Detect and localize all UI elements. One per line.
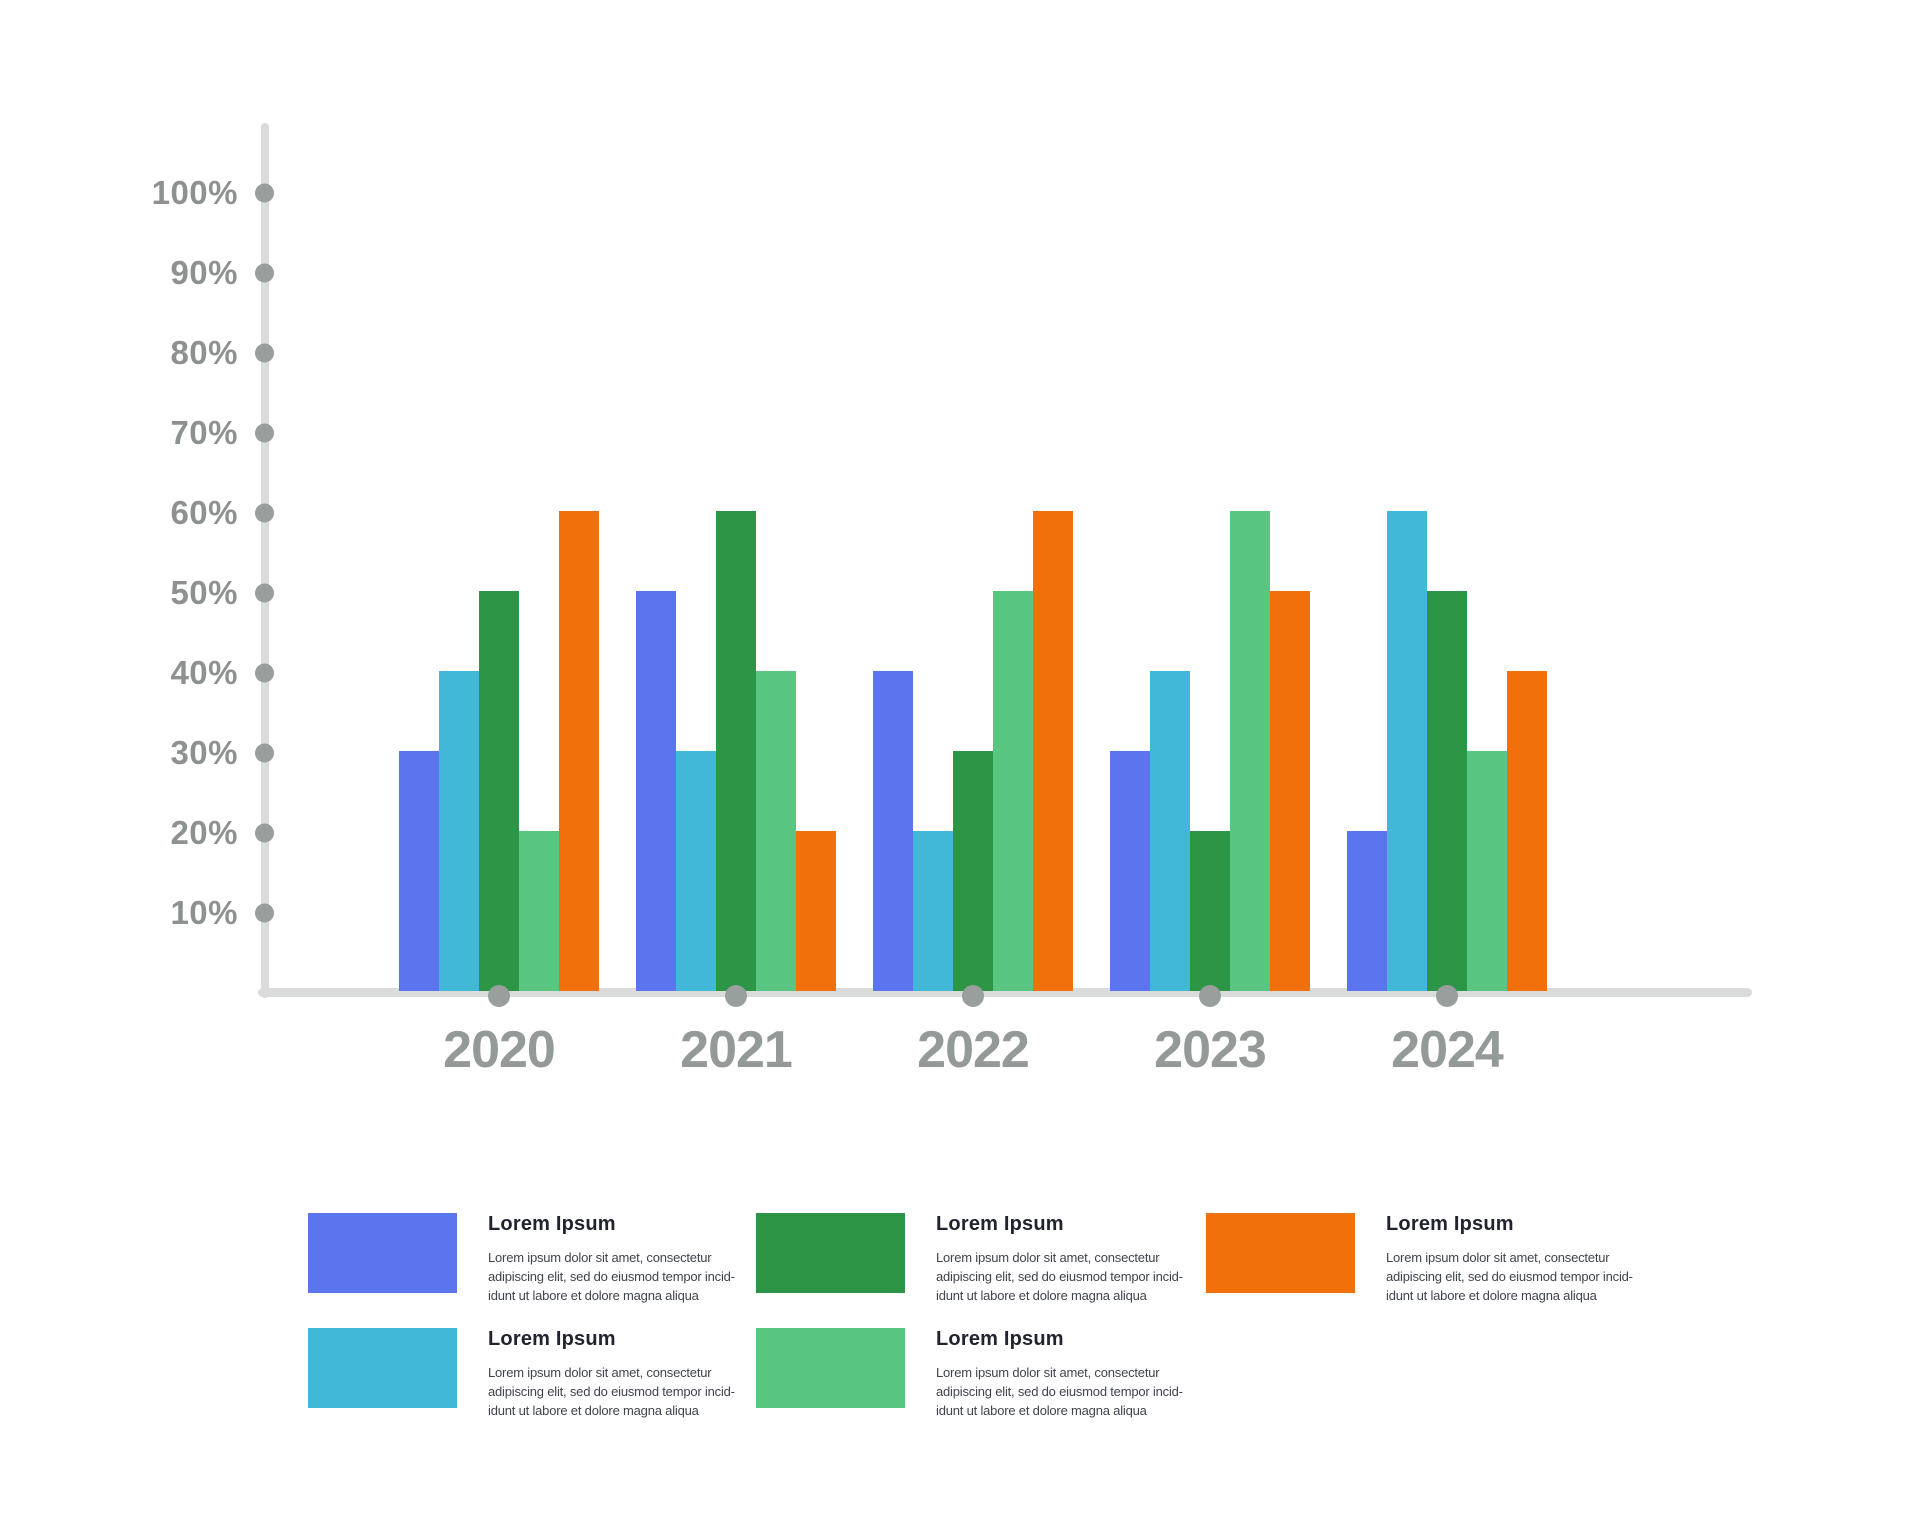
y-tick-label: 30% <box>170 734 238 771</box>
legend-description-line: adipiscing elit, sed do eiusmod tempor i… <box>488 1384 735 1399</box>
bar-2022-dark-green <box>953 751 993 991</box>
bar-2020-cyan <box>439 671 479 991</box>
y-tick-label: 10% <box>170 894 238 931</box>
legend-description-line: adipiscing elit, sed do eiusmod tempor i… <box>936 1269 1183 1284</box>
legend-description-line: Lorem ipsum dolor sit amet, consectetur <box>488 1250 712 1265</box>
y-tick-dot <box>255 183 274 203</box>
bar-2020-blue <box>399 751 439 991</box>
y-tick-label: 70% <box>170 414 238 451</box>
legend-text: Lorem Ipsum Lorem ipsum dolor sit amet, c… <box>936 1328 1186 1420</box>
y-tick-label: 40% <box>170 654 238 691</box>
y-tick-label: 20% <box>170 814 238 851</box>
legend-swatch-light-green <box>756 1328 905 1408</box>
legend-text: Lorem Ipsum Lorem ipsum dolor sit amet, c… <box>488 1328 738 1420</box>
y-tick-label: 100% <box>151 174 238 211</box>
y-tick-dot <box>255 903 274 923</box>
x-axis-label-2023: 2023 <box>1154 1021 1267 1079</box>
legend-description-line: adipiscing elit, sed do eiusmod tempor i… <box>936 1384 1183 1399</box>
bar-2022-blue <box>873 671 913 991</box>
x-axis-label-2020: 2020 <box>443 1021 556 1079</box>
legend-description-line: idunt ut labore et dolore magna aliqua <box>1386 1288 1597 1303</box>
bar-2021-blue <box>636 591 676 991</box>
legend-swatch-orange <box>1206 1213 1355 1293</box>
legend-title: Lorem Ipsum <box>488 1328 616 1350</box>
bar-2024-blue <box>1347 831 1387 991</box>
y-tick-dot <box>255 343 274 363</box>
y-tick-label: 90% <box>170 254 238 291</box>
legend-description-line: idunt ut labore et dolore magna aliqua <box>488 1403 699 1418</box>
legend-description-line: Lorem ipsum dolor sit amet, consectetur <box>936 1365 1160 1380</box>
legend-swatch-cyan <box>308 1328 457 1408</box>
bar-2024-dark-green <box>1427 591 1467 991</box>
bar-2021-orange <box>796 831 836 991</box>
y-tick-dot <box>255 503 274 523</box>
y-tick-label: 60% <box>170 494 238 531</box>
y-tick-dot <box>255 583 274 603</box>
y-axis-line <box>261 123 269 998</box>
legend-description-line: Lorem ipsum dolor sit amet, consectetur <box>1386 1250 1610 1265</box>
x-tick-dot <box>1199 985 1221 1007</box>
bar-2024-light-green <box>1467 751 1507 991</box>
y-tick-dot <box>255 663 274 683</box>
bar-2020-orange <box>559 511 599 991</box>
legend-text: Lorem Ipsum Lorem ipsum dolor sit amet, c… <box>936 1213 1186 1305</box>
x-axis-label-2024: 2024 <box>1391 1021 1504 1079</box>
bar-2023-cyan <box>1150 671 1190 991</box>
legend-swatch-dark-green <box>756 1213 905 1293</box>
bar-2022-cyan <box>913 831 953 991</box>
bar-2024-cyan <box>1387 511 1427 991</box>
y-tick-dot <box>255 423 274 443</box>
y-tick-label: 50% <box>170 574 238 611</box>
legend-description-line: idunt ut labore et dolore magna aliqua <box>936 1403 1147 1418</box>
legend-title: Lorem Ipsum <box>1386 1213 1514 1235</box>
legend-text: Lorem Ipsum Lorem ipsum dolor sit amet, c… <box>1386 1213 1636 1305</box>
legend-description-line: Lorem ipsum dolor sit amet, consectetur <box>936 1250 1160 1265</box>
bar-2023-light-green <box>1230 511 1270 991</box>
y-tick-label: 80% <box>170 334 238 371</box>
x-tick-dot <box>962 985 984 1007</box>
legend-text: Lorem Ipsum Lorem ipsum dolor sit amet, c… <box>488 1213 738 1305</box>
bar-2020-light-green <box>519 831 559 991</box>
bar-2020-dark-green <box>479 591 519 991</box>
y-tick-dot <box>255 823 274 843</box>
legend-title: Lorem Ipsum <box>488 1213 616 1235</box>
bar-2021-light-green <box>756 671 796 991</box>
bar-2023-blue <box>1110 751 1150 991</box>
x-tick-dot <box>488 985 510 1007</box>
bar-2022-orange <box>1033 511 1073 991</box>
legend-description-line: idunt ut labore et dolore magna aliqua <box>488 1288 699 1303</box>
bar-2024-orange <box>1507 671 1547 991</box>
bar-2023-orange <box>1270 591 1310 991</box>
x-axis-label-2022: 2022 <box>917 1021 1030 1079</box>
legend-description-line: idunt ut labore et dolore magna aliqua <box>936 1288 1147 1303</box>
x-axis-label-2021: 2021 <box>680 1021 793 1079</box>
legend-swatch-blue <box>308 1213 457 1293</box>
legend-description-line: adipiscing elit, sed do eiusmod tempor i… <box>1386 1269 1633 1284</box>
bar-2021-cyan <box>676 751 716 991</box>
bar-2021-dark-green <box>716 511 756 991</box>
x-tick-dot <box>1436 985 1458 1007</box>
legend-title: Lorem Ipsum <box>936 1213 1064 1235</box>
bar-2023-dark-green <box>1190 831 1230 991</box>
x-axis-line <box>258 988 1752 997</box>
legend-description-line: Lorem ipsum dolor sit amet, consectetur <box>488 1365 712 1380</box>
y-tick-dot <box>255 743 274 763</box>
legend-description-line: adipiscing elit, sed do eiusmod tempor i… <box>488 1269 735 1284</box>
legend-title: Lorem Ipsum <box>936 1328 1064 1350</box>
x-tick-dot <box>725 985 747 1007</box>
bar-2022-light-green <box>993 591 1033 991</box>
y-tick-dot <box>255 263 274 283</box>
